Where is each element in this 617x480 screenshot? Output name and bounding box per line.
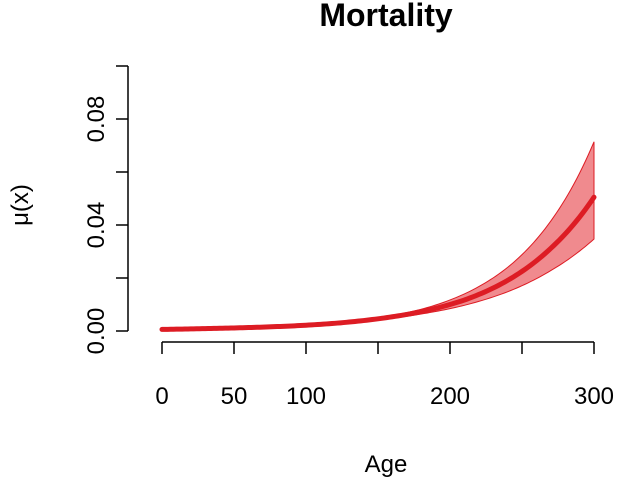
mortality-line [159,194,597,332]
confidence-band [161,141,595,330]
x-tick-label: 0 [155,383,168,410]
y-tick-label: 0.00 [83,308,110,355]
y-axis-label: μ(x) [7,184,34,226]
x-tick-label: 100 [286,383,326,410]
x-axis-label: Age [365,451,408,478]
x-tick-label: 200 [430,383,470,410]
x-tick-label: 50 [221,383,248,410]
plot-area [159,141,597,332]
chart-title: Mortality [319,0,453,33]
y-tick-label: 0.04 [83,202,110,249]
y-tick-label: 0.08 [83,96,110,143]
x-tick-label: 300 [574,383,614,410]
axes: 0.00 0.04 0.08 0 50 100 200 300 [83,65,614,410]
